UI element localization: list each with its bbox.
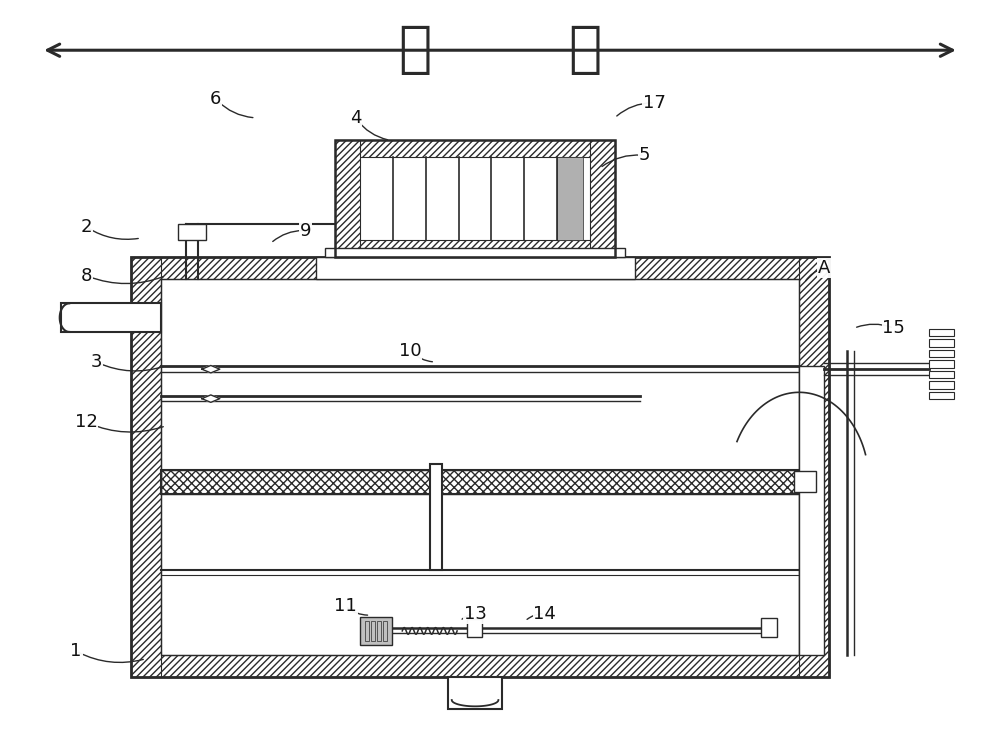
Polygon shape	[202, 395, 220, 403]
Bar	[467, 619, 482, 637]
Bar	[929, 392, 954, 399]
Bar	[360, 617, 392, 645]
Text: 右: 右	[568, 23, 601, 77]
Text: 11: 11	[334, 597, 357, 615]
Bar	[371, 621, 375, 641]
Bar	[131, 655, 829, 678]
Text: 5: 5	[639, 146, 650, 164]
Bar	[377, 621, 381, 641]
Polygon shape	[202, 366, 220, 373]
Bar	[383, 621, 387, 641]
Text: 17: 17	[643, 93, 666, 112]
Text: 8: 8	[80, 267, 92, 284]
Bar	[131, 257, 161, 678]
Bar	[590, 140, 615, 257]
Bar	[365, 621, 369, 641]
Text: 12: 12	[75, 413, 98, 431]
Text: 15: 15	[882, 319, 905, 337]
Bar	[430, 464, 442, 570]
Bar	[929, 329, 954, 336]
Text: 6: 6	[210, 90, 221, 108]
Bar	[799, 366, 824, 655]
Bar	[929, 382, 954, 389]
Bar	[799, 257, 829, 678]
Bar	[335, 241, 615, 257]
Bar	[794, 471, 816, 492]
Text: 4: 4	[350, 109, 361, 127]
Bar	[761, 618, 777, 637]
Text: 3: 3	[90, 353, 102, 371]
Bar	[929, 350, 954, 357]
Bar	[325, 248, 625, 257]
Bar	[131, 257, 829, 678]
Text: 2: 2	[80, 218, 92, 236]
Text: 左: 左	[399, 23, 432, 77]
Text: A: A	[818, 259, 830, 277]
Bar	[178, 224, 206, 241]
Bar	[929, 339, 954, 347]
Bar	[335, 140, 615, 157]
Text: 14: 14	[533, 605, 556, 623]
Bar	[61, 303, 161, 332]
Text: 1: 1	[70, 642, 82, 661]
Bar	[335, 140, 360, 257]
Bar	[448, 678, 502, 709]
Bar	[557, 157, 583, 241]
Text: 9: 9	[300, 222, 311, 240]
Bar	[161, 279, 799, 655]
Bar	[929, 360, 954, 368]
Bar	[161, 470, 799, 495]
Text: 13: 13	[464, 605, 487, 623]
Bar	[929, 371, 954, 379]
Text: 10: 10	[399, 342, 422, 360]
Bar	[335, 140, 615, 257]
Bar	[131, 257, 829, 279]
Bar	[316, 257, 635, 279]
Bar	[161, 470, 799, 495]
